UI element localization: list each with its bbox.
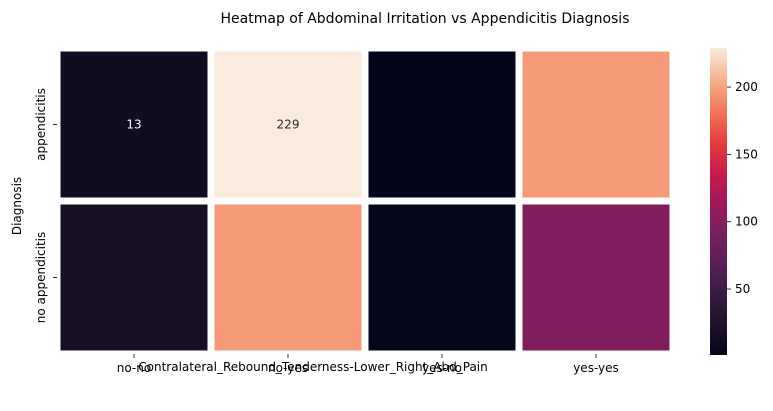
x-tick-label: yes-no bbox=[422, 361, 462, 375]
colorbar: 50 100 150 200 bbox=[710, 48, 758, 355]
heatmap-cell-1-3 bbox=[522, 204, 670, 351]
colorbar-gradient bbox=[710, 48, 727, 355]
heatmap-cell-0-3 bbox=[522, 51, 670, 198]
heatmap-cell-0-2 bbox=[368, 51, 516, 198]
colorbar-tick-label: 50 bbox=[735, 282, 750, 296]
x-tick-label: no-no bbox=[117, 361, 151, 375]
heatmap-cell-0-0 bbox=[60, 51, 208, 198]
heatmap-cell-0-1 bbox=[214, 51, 362, 198]
y-axis: appendicitis no appendicitis bbox=[34, 88, 57, 323]
heatmap-cell-1-1 bbox=[214, 204, 362, 351]
x-tick-label: no-yes bbox=[268, 361, 308, 375]
cell-value-label: 229 bbox=[277, 118, 300, 132]
colorbar-tick-label: 100 bbox=[735, 215, 758, 229]
heatmap-cell-labels: 13 229 bbox=[126, 118, 299, 132]
chart-title: Heatmap of Abdominal Irritation vs Appen… bbox=[221, 11, 630, 27]
cell-value-label: 13 bbox=[126, 118, 141, 132]
x-axis: no-no no-yes yes-no yes-yes bbox=[117, 354, 619, 375]
heatmap-cell-1-0 bbox=[60, 204, 208, 351]
colorbar-tick-label: 200 bbox=[735, 80, 758, 94]
y-tick-label: appendicitis bbox=[34, 88, 48, 161]
x-tick-label: yes-yes bbox=[573, 361, 619, 375]
y-tick-label: no appendicitis bbox=[34, 232, 48, 324]
y-axis-label: Diagnosis bbox=[10, 177, 24, 235]
colorbar-tick-label: 150 bbox=[735, 147, 758, 161]
x-axis-label: Contralateral_Rebound_Tenderness-Lower_R… bbox=[138, 360, 488, 374]
heatmap-cells bbox=[60, 51, 670, 351]
colorbar-ticks: 50 100 150 200 bbox=[727, 80, 758, 296]
heatmap-cell-1-2 bbox=[368, 204, 516, 351]
